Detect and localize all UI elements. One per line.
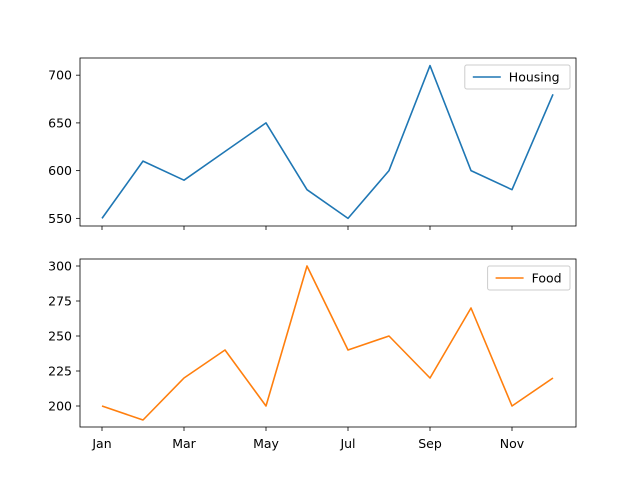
y-tick-label: 300 bbox=[48, 259, 72, 274]
y-tick-label: 275 bbox=[48, 294, 72, 309]
legend-label: Housing bbox=[509, 70, 560, 85]
legend-label: Food bbox=[532, 271, 562, 286]
food-subplot: 200 225 250 275 300 Jan Mar May Jul Sep Nov Food bbox=[48, 258, 577, 451]
x-tick-label: Nov bbox=[500, 436, 525, 451]
legend bbox=[464, 64, 571, 90]
x-tick-label: Mar bbox=[172, 436, 196, 451]
y-tick-label: 200 bbox=[48, 399, 72, 414]
housing-subplot: 550 600 650 700 Housing bbox=[48, 57, 577, 230]
y-tick-label: 225 bbox=[48, 364, 72, 379]
y-tick-label: 650 bbox=[48, 115, 72, 130]
y-tick-label: 600 bbox=[48, 163, 72, 178]
x-tick-label: Sep bbox=[418, 436, 442, 451]
x-tick-label: May bbox=[253, 436, 279, 451]
y-tick-label: 700 bbox=[48, 68, 72, 83]
series-line-food bbox=[101, 265, 554, 421]
plot-area-frame bbox=[79, 57, 577, 227]
legend bbox=[487, 265, 571, 291]
y-tick-label: 550 bbox=[48, 211, 72, 226]
series-line-housing bbox=[101, 64, 554, 220]
plot-area-frame bbox=[79, 258, 577, 428]
x-tick-label: Jan bbox=[91, 436, 111, 451]
y-tick-label: 250 bbox=[48, 329, 72, 344]
x-tick-label: Jul bbox=[339, 436, 355, 451]
